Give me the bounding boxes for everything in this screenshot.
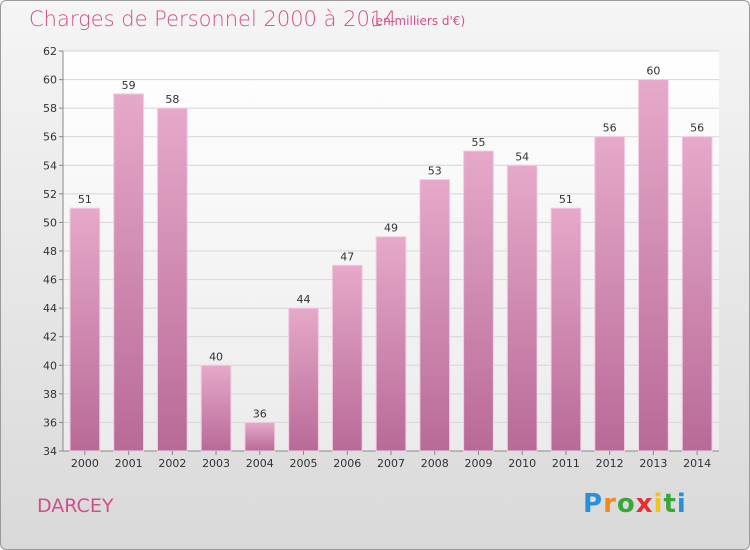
logo-letter: o bbox=[616, 489, 636, 519]
y-tick-label: 60 bbox=[43, 74, 57, 87]
bar bbox=[156, 107, 188, 452]
bar-value-label: 47 bbox=[340, 250, 354, 263]
y-tick-label: 40 bbox=[43, 359, 57, 372]
chart-subtitle: (en milliers d'€) bbox=[371, 14, 466, 28]
bar-value-label: 54 bbox=[515, 150, 529, 163]
x-tick-label: 2004 bbox=[246, 457, 274, 470]
bar bbox=[375, 236, 407, 452]
bar bbox=[244, 421, 276, 452]
y-tick-label: 34 bbox=[43, 445, 57, 458]
commune-name: DARCEY bbox=[37, 495, 114, 517]
y-tick-label: 58 bbox=[43, 102, 57, 115]
bar bbox=[594, 136, 626, 452]
bar bbox=[506, 164, 538, 452]
x-tick-label: 2011 bbox=[552, 457, 580, 470]
bar-value-label: 51 bbox=[78, 193, 92, 206]
x-tick-label: 2003 bbox=[202, 457, 230, 470]
logo-letter: t bbox=[663, 489, 677, 519]
bar-value-label: 53 bbox=[428, 165, 442, 178]
y-tick-label: 48 bbox=[43, 245, 57, 258]
x-tick-label: 2007 bbox=[377, 457, 405, 470]
bar-value-label: 44 bbox=[297, 293, 311, 306]
x-tick-label: 2014 bbox=[683, 457, 711, 470]
x-tick-label: 2013 bbox=[639, 457, 667, 470]
bar bbox=[550, 207, 582, 452]
bar-value-label: 59 bbox=[122, 79, 136, 92]
x-tick-label: 2008 bbox=[421, 457, 449, 470]
y-tick-label: 54 bbox=[43, 159, 57, 172]
proxiti-logo: Proxiti bbox=[583, 489, 687, 519]
bar-value-label: 58 bbox=[165, 93, 179, 106]
logo-letter: i bbox=[676, 489, 687, 519]
y-tick-label: 46 bbox=[43, 274, 57, 287]
bar bbox=[463, 150, 494, 452]
x-tick-label: 2006 bbox=[333, 457, 361, 470]
y-tick-label: 44 bbox=[43, 302, 57, 315]
bar bbox=[331, 264, 363, 452]
logo-letter: r bbox=[603, 489, 617, 519]
x-tick-label: 2002 bbox=[158, 457, 186, 470]
bar-value-label: 56 bbox=[603, 122, 617, 135]
logo-letter: i bbox=[653, 489, 664, 519]
bar bbox=[113, 93, 144, 452]
bar-value-label: 49 bbox=[384, 222, 398, 235]
bar-value-label: 60 bbox=[646, 65, 660, 78]
y-tick-label: 38 bbox=[43, 388, 57, 401]
bar bbox=[200, 364, 232, 452]
x-tick-label: 2009 bbox=[464, 457, 492, 470]
logo-letter: P bbox=[583, 489, 604, 519]
bar bbox=[638, 79, 669, 452]
y-tick-label: 50 bbox=[43, 216, 57, 229]
bar-value-label: 51 bbox=[559, 193, 573, 206]
bar bbox=[681, 136, 713, 452]
bar bbox=[69, 207, 101, 452]
bar bbox=[419, 179, 451, 452]
y-tick-label: 52 bbox=[43, 188, 57, 201]
x-tick-label: 2012 bbox=[596, 457, 624, 470]
x-tick-label: 2005 bbox=[290, 457, 318, 470]
y-tick-label: 56 bbox=[43, 131, 57, 144]
x-tick-label: 2001 bbox=[115, 457, 143, 470]
logo-letter: x bbox=[635, 489, 654, 519]
bar bbox=[288, 307, 319, 452]
bar-value-label: 36 bbox=[253, 407, 267, 420]
y-tick-label: 36 bbox=[43, 416, 57, 429]
bar-value-label: 40 bbox=[209, 350, 223, 363]
bar-value-label: 55 bbox=[471, 136, 485, 149]
bar-value-label: 56 bbox=[690, 122, 704, 135]
x-tick-label: 2010 bbox=[508, 457, 536, 470]
chart-title: Charges de Personnel 2000 à 2014 bbox=[29, 7, 397, 31]
y-tick-label: 62 bbox=[43, 45, 57, 58]
y-tick-label: 42 bbox=[43, 331, 57, 344]
x-tick-label: 2000 bbox=[71, 457, 99, 470]
